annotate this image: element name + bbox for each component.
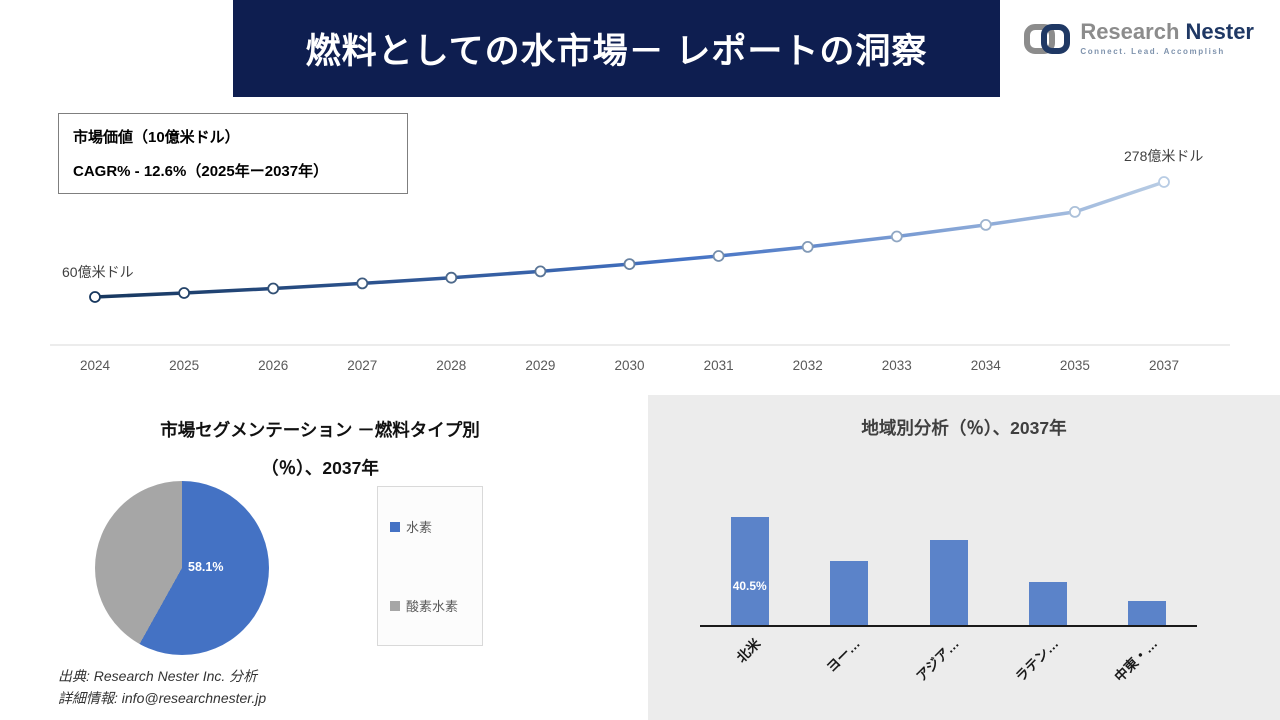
source-attribution: 出典: Research Nester Inc. 分析 <box>58 668 258 684</box>
region-bar-3 <box>1028 582 1067 625</box>
segmentation-panel: 市場セグメンテーション －燃料タイプ別 （％）、2037年 58.1% 水素 酸… <box>0 395 640 720</box>
bar-category-label: ラテン… <box>1012 635 1062 685</box>
logo-text: Research Nester Connect. Lead. Accomplis… <box>1080 19 1254 57</box>
header-banner: 燃料としての水市場－ レポートの洞察 <box>233 0 1000 97</box>
region-bar-0: 40.5% <box>730 517 769 625</box>
bar-category-label: ヨー… <box>823 635 863 676</box>
bar-cell: ラテン… <box>998 485 1097 685</box>
x-axis-label: 2025 <box>169 358 199 373</box>
bar-category-label: 北米 <box>733 635 764 666</box>
x-axis-label: 2031 <box>704 358 734 373</box>
regional-title: 地域別分析（％）、2037年 <box>861 418 1067 438</box>
x-axis-label: 2029 <box>525 358 555 373</box>
x-axis-label: 2032 <box>793 358 823 373</box>
trend-start-value-label: 60億米ドル <box>62 264 134 280</box>
regional-analysis-panel: 地域別分析（％）、2037年 40.5% 北米 ヨー… アジア… ラテン… 中東・… <box>648 395 1280 720</box>
bar-cell: 40.5% 北米 <box>700 485 799 666</box>
x-axis-label: 2030 <box>614 358 644 373</box>
trend-end-value-label: 278億米ドル <box>1124 148 1204 164</box>
line-marker <box>1158 176 1170 188</box>
market-value-label: 市場価値（10億米ドル） <box>73 129 240 146</box>
bar-cell: ヨー… <box>799 485 898 675</box>
line-marker <box>623 258 636 271</box>
line-marker <box>356 277 369 290</box>
x-axis-label: 2033 <box>882 358 912 373</box>
bar-data-label: 40.5% <box>732 579 767 593</box>
x-axis-label: 2035 <box>1060 358 1090 373</box>
x-axis-label: 2026 <box>258 358 288 373</box>
logo-brand-nester: Nester <box>1185 19 1254 44</box>
legend-label-oxyhydrogen: 酸素水素 <box>406 599 459 614</box>
trend-line <box>94 180 1165 299</box>
bar-chart-x-axis <box>700 625 1197 627</box>
research-nester-logo-icon <box>1023 20 1071 63</box>
line-marker <box>1069 205 1081 218</box>
cagr-label: CAGR% - 12.6%（2025年ー2037年） <box>73 163 329 180</box>
line-marker <box>178 287 191 299</box>
legend-item-oxyhydrogen: 酸素水素 <box>390 596 482 615</box>
x-axis-label: 2028 <box>436 358 466 373</box>
bar-cell: 中東・… <box>1098 485 1197 685</box>
x-axis-label: 2024 <box>80 358 111 373</box>
line-marker <box>445 271 458 284</box>
logo-brand: Research Nester <box>1080 19 1254 44</box>
x-axis-label: 2037 <box>1149 358 1179 373</box>
bar-category-label: 中東・… <box>1111 635 1161 685</box>
segmentation-title-line1: 市場セグメンテーション －燃料タイプ別 <box>160 420 480 440</box>
research-nester-logo: Research Nester Connect. Lead. Accomplis… <box>1023 19 1254 63</box>
line-marker <box>267 282 280 295</box>
line-marker <box>979 218 992 231</box>
page-title: 燃料としての水市場－ レポートの洞察 <box>305 32 928 71</box>
market-value-info-box: 市場価値（10億米ドル） CAGR% - 12.6%（2025年ー2037年） <box>58 113 408 194</box>
bar-category-label: アジア… <box>913 635 962 685</box>
source-contact-email: 詳細情報: info@researchnester.jp <box>58 690 267 706</box>
pie-data-label: 58.1% <box>188 560 224 574</box>
fuel-type-pie-chart <box>95 481 269 655</box>
pie-legend: 水素 酸素水素 <box>377 486 483 646</box>
region-bar-4 <box>1128 601 1167 625</box>
line-marker <box>890 230 903 243</box>
region-bar-2 <box>929 540 968 625</box>
segmentation-title-line2: （％）、2037年 <box>261 458 379 478</box>
logo-tagline: Connect. Lead. Accomplish <box>1080 47 1225 57</box>
x-axis-label: 2027 <box>347 358 377 373</box>
legend-swatch-oxyhydrogen <box>390 600 400 611</box>
line-marker <box>534 265 547 278</box>
line-marker <box>801 240 814 253</box>
line-marker <box>89 291 101 303</box>
market-trend-line-chart: 2024 2025 2026 2027 2028 2029 2030 2031 2032 2033… <box>50 176 1230 373</box>
logo-brand-research: Research <box>1080 19 1180 44</box>
bar-cell: アジア… <box>899 485 998 684</box>
x-axis-label: 2034 <box>971 358 1002 373</box>
legend-item-hydrogen: 水素 <box>390 517 482 536</box>
region-bar-1 <box>830 561 869 625</box>
line-marker <box>712 250 725 262</box>
legend-swatch-hydrogen <box>390 521 400 532</box>
legend-label-hydrogen: 水素 <box>406 520 433 535</box>
regional-bar-chart: 40.5% 北米 ヨー… アジア… ラテン… 中東・… <box>700 485 1197 685</box>
